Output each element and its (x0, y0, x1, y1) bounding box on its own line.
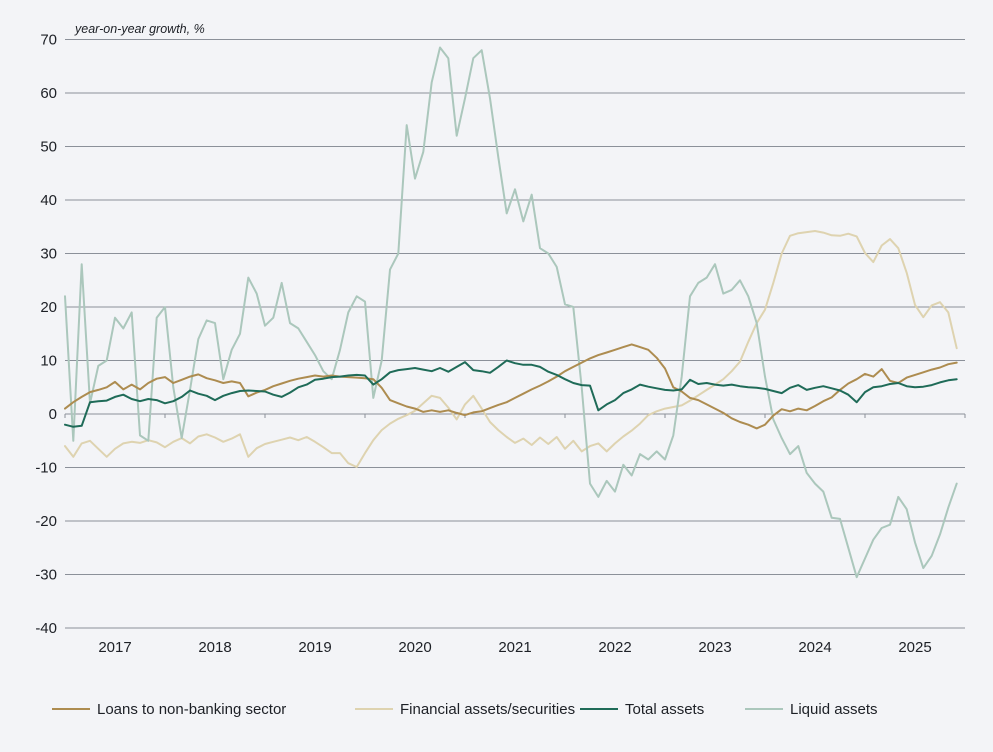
y-axis-tick-label: 40 (40, 192, 57, 209)
legend-label: Liquid assets (790, 700, 878, 718)
y-axis-tick-label: 70 (40, 32, 57, 49)
y-axis-tick-label: -40 (35, 620, 57, 637)
y-axis-tick-label: 0 (49, 406, 57, 423)
legend-label: Loans to non-banking sector (97, 700, 287, 718)
y-axis-tick-label: 10 (40, 353, 57, 370)
legend-line-swatch (580, 708, 618, 710)
gridlines (65, 39, 965, 629)
legend-item-loans-to-non-banking-sector: Loans to non-banking sector (52, 698, 286, 720)
legend-item-liquid-assets: Liquid assets (745, 698, 878, 720)
axis-unit-label: year-on-year growth, % (75, 22, 205, 36)
x-axis-year-label: 2022 (598, 639, 631, 656)
chart-legend: Loans to non-banking sector Financial ass… (0, 698, 993, 720)
x-axis-year-label: 2017 (98, 639, 131, 656)
x-axis-year-label: 2024 (798, 639, 831, 656)
series-line-total-assets (64, 359, 958, 428)
y-axis-tick-label: -10 (35, 460, 57, 477)
y-axis-tick-label: 60 (40, 85, 57, 102)
x-axis-year-label: 2023 (698, 639, 731, 656)
series-lines (64, 46, 958, 579)
legend-item-financial-assets-securities: Financial assets/securities (355, 698, 575, 720)
y-axis-labels: 70 60 50 40 30 20 10 0 -10 -20 -30 -40 (35, 32, 57, 638)
y-axis-tick-label: 50 (40, 139, 57, 156)
y-axis-tick-label: 20 (40, 299, 57, 316)
series-line-liquid-assets (64, 46, 958, 579)
x-axis-year-label: 2021 (498, 639, 531, 656)
y-axis-tick-label: 30 (40, 246, 57, 263)
x-axis-year-label: 2025 (898, 639, 931, 656)
x-axis-year-label: 2020 (398, 639, 431, 656)
legend-line-swatch (355, 708, 393, 710)
legend-label: Total assets (625, 700, 705, 718)
y-axis-tick-label: -30 (35, 567, 57, 584)
legend-item-total-assets: Total assets (580, 698, 704, 720)
legend-line-swatch (52, 708, 90, 710)
x-axis-year-label: 2018 (198, 639, 231, 656)
y-axis-tick-label: -20 (35, 513, 57, 530)
legend-line-swatch (745, 708, 783, 710)
x-axis-year-label: 2019 (298, 639, 331, 656)
line-chart: 70 60 50 40 30 20 10 0 -10 -20 -30 -40 2017 2018 2019… (35, 32, 966, 656)
x-axis-ticks (64, 414, 966, 418)
series-line-loans-to-non-banking-sector (64, 343, 958, 430)
x-axis-year-labels: 2017 2018 2019 2020 2021 2022 2023 2024 2025 (98, 639, 931, 656)
series-line-financial-assets-securities (64, 230, 958, 468)
legend-label: Financial assets/securities (400, 700, 576, 718)
